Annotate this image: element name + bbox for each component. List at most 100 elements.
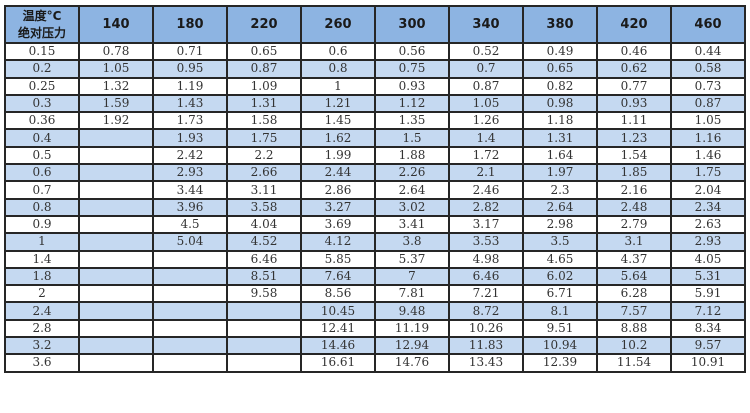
table-row: 3.6 16.61 14.76 13.43 12.39 11.54 10.91 [4, 353, 746, 373]
value-cell: 1.97 [522, 163, 598, 183]
value-cell: 0.78 [78, 41, 154, 62]
value-cell: 9.51 [522, 318, 598, 339]
value-cell: 1.64 [522, 145, 598, 166]
value-cell: 1.73 [152, 111, 228, 131]
pressure-cell: 1 [4, 232, 80, 252]
value-cell: 1.31 [522, 128, 598, 148]
pressure-cell: 0.6 [4, 163, 80, 183]
temperature-header-460: 460 [670, 5, 746, 44]
value-cell [78, 180, 154, 200]
value-cell: 2.66 [226, 163, 302, 183]
value-cell: 1.35 [374, 111, 450, 131]
value-cell: 4.98 [448, 249, 524, 269]
value-cell: 0.65 [226, 41, 302, 62]
table-row: 2.4 10.45 9.48 8.72 8.1 7.57 7.12 [4, 301, 746, 321]
value-cell [78, 128, 154, 148]
value-cell [226, 336, 302, 356]
pressure-cell: 2 [4, 284, 80, 304]
value-cell: 8.1 [522, 301, 598, 321]
value-cell: 1.59 [78, 93, 154, 114]
value-cell: 5.37 [374, 249, 450, 269]
value-cell: 2.98 [522, 214, 598, 235]
temperature-header-180: 180 [152, 5, 228, 44]
value-cell: 3.17 [448, 214, 524, 235]
value-cell: 1.46 [670, 145, 746, 166]
value-cell: 0.49 [522, 41, 598, 62]
value-cell: 12.39 [522, 353, 598, 373]
value-cell [152, 318, 228, 339]
value-cell: 3.8 [374, 232, 450, 252]
value-cell: 3.1 [596, 232, 672, 252]
value-cell: 1.92 [78, 111, 154, 131]
temperature-header-340: 340 [448, 5, 524, 44]
value-cell: 9.57 [670, 336, 746, 356]
value-cell [78, 266, 154, 287]
pressure-cell: 0.2 [4, 59, 80, 79]
value-cell: 3.5 [522, 232, 598, 252]
value-cell: 2.04 [670, 180, 746, 200]
table-row: 0.15 0.78 0.71 0.65 0.6 0.56 0.52 0.49 0.46 0.44 [4, 41, 746, 62]
value-cell: 5.64 [596, 266, 672, 287]
value-cell: 2.64 [374, 180, 450, 200]
value-cell: 0.95 [152, 59, 228, 79]
value-cell: 0.98 [522, 93, 598, 114]
value-cell: 0.46 [596, 41, 672, 62]
value-cell: 6.71 [522, 284, 598, 304]
value-cell: 2.79 [596, 214, 672, 235]
value-cell: 12.41 [300, 318, 376, 339]
value-cell: 1.72 [448, 145, 524, 166]
steam-pressure-temperature-table: 温度°C 绝对压力 140 180 220 260 300 340 380 420 460 0.… [4, 5, 746, 373]
value-cell: 16.61 [300, 353, 376, 373]
value-cell: 4.52 [226, 232, 302, 252]
header-row: 温度°C 绝对压力 140 180 220 260 300 340 380 420 460 [4, 5, 746, 44]
value-cell: 1.93 [152, 128, 228, 148]
value-cell: 2.42 [152, 145, 228, 166]
value-cell: 2.3 [522, 180, 598, 200]
table-row: 1 5.04 4.52 4.12 3.8 3.53 3.5 3.1 2.93 [4, 232, 746, 252]
value-cell: 1.05 [78, 59, 154, 79]
value-cell: 0.65 [522, 59, 598, 79]
table-row: 1.4 6.46 5.85 5.37 4.98 4.65 4.37 4.05 [4, 249, 746, 269]
value-cell: 14.46 [300, 336, 376, 356]
value-cell: 5.91 [670, 284, 746, 304]
value-cell: 0.93 [374, 76, 450, 96]
value-cell: 2.16 [596, 180, 672, 200]
value-cell: 11.83 [448, 336, 524, 356]
value-cell: 1.54 [596, 145, 672, 166]
value-cell: 8.88 [596, 318, 672, 339]
value-cell: 1.88 [374, 145, 450, 166]
value-cell: 0.87 [670, 93, 746, 114]
pressure-cell: 1.8 [4, 266, 80, 287]
value-cell: 2.1 [448, 163, 524, 183]
pressure-cell: 2.4 [4, 301, 80, 321]
value-cell [226, 301, 302, 321]
value-cell: 14.76 [374, 353, 450, 373]
value-cell: 9.58 [226, 284, 302, 304]
pressure-cell: 0.4 [4, 128, 80, 148]
value-cell: 0.58 [670, 59, 746, 79]
value-cell: 4.04 [226, 214, 302, 235]
value-cell: 10.91 [670, 353, 746, 373]
value-cell: 6.28 [596, 284, 672, 304]
table-row: 2.8 12.41 11.19 10.26 9.51 8.88 8.34 [4, 318, 746, 339]
value-cell: 2.64 [522, 197, 598, 217]
value-cell: 4.5 [152, 214, 228, 235]
value-cell: 9.48 [374, 301, 450, 321]
value-cell: 1.16 [670, 128, 746, 148]
value-cell: 10.26 [448, 318, 524, 339]
value-cell: 1.09 [226, 76, 302, 96]
value-cell [78, 284, 154, 304]
value-cell: 4.05 [670, 249, 746, 269]
pressure-cell: 0.25 [4, 76, 80, 96]
pressure-cell: 0.7 [4, 180, 80, 200]
pressure-cell: 0.15 [4, 41, 80, 62]
value-cell: 7.12 [670, 301, 746, 321]
value-cell [152, 353, 228, 373]
temperature-header-220: 220 [226, 5, 302, 44]
value-cell: 0.71 [152, 41, 228, 62]
value-cell [152, 336, 228, 356]
table-row: 2 9.58 8.56 7.81 7.21 6.71 6.28 5.91 [4, 284, 746, 304]
value-cell: 1.99 [300, 145, 376, 166]
table-row: 1.8 8.51 7.64 7 6.46 6.02 5.64 5.31 [4, 266, 746, 287]
value-cell: 0.8 [300, 59, 376, 79]
